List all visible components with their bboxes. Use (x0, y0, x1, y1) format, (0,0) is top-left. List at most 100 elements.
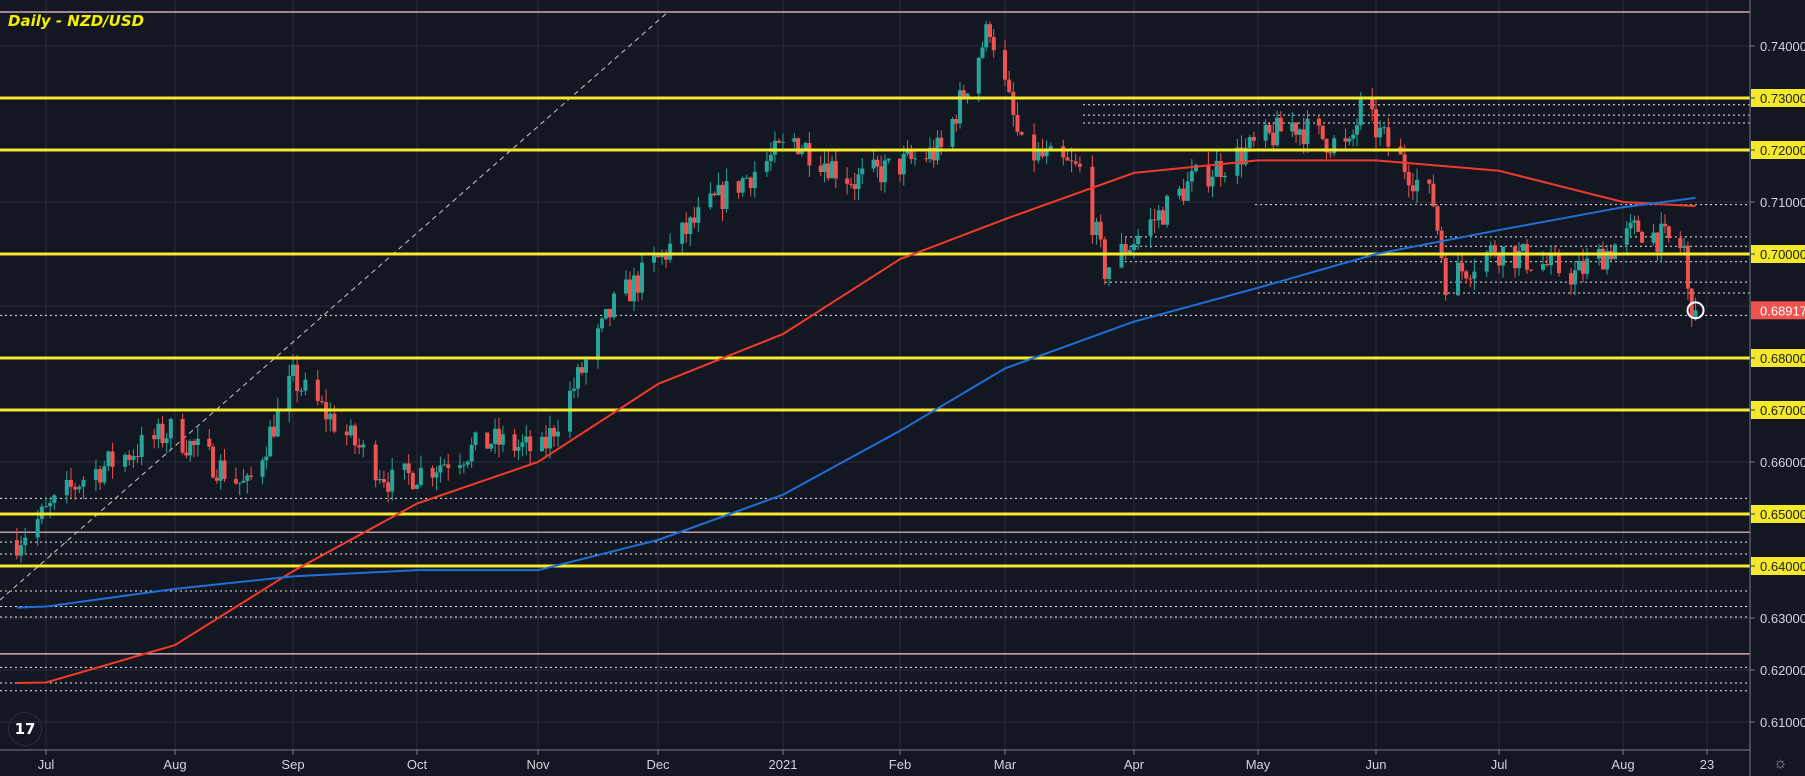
candle-body (1427, 179, 1432, 184)
candle-body (500, 434, 505, 445)
candle-body (886, 158, 891, 161)
candle (361, 439, 366, 458)
candle-body (879, 166, 884, 183)
candle-body (135, 456, 140, 458)
candle (434, 466, 439, 491)
tradingview-logo-icon[interactable]: 17 (8, 712, 42, 746)
candle-body (520, 442, 525, 447)
candle-body (77, 486, 82, 490)
candle (1468, 274, 1473, 288)
candle-body (1443, 258, 1448, 296)
candle (152, 428, 157, 449)
candle (1354, 118, 1359, 147)
candle (1549, 245, 1553, 275)
candle (909, 144, 914, 164)
candle-body (260, 460, 265, 477)
candle-body (1549, 253, 1553, 266)
candle (1464, 269, 1469, 284)
candle-body (740, 178, 745, 193)
price-tick-label: 0.61000 (1760, 715, 1805, 730)
candle (418, 455, 423, 488)
candle (524, 425, 529, 456)
candle (1636, 215, 1641, 233)
candle (1316, 115, 1321, 135)
candle-body (1061, 146, 1066, 158)
candle (168, 417, 173, 449)
candle (410, 471, 415, 490)
candle-body (1275, 117, 1280, 146)
candle-body (524, 436, 529, 443)
candle-body (1247, 137, 1252, 148)
candle-body (1492, 245, 1497, 255)
candle (381, 470, 386, 488)
candle (724, 168, 729, 213)
candle (106, 450, 111, 471)
candle-body (381, 479, 386, 483)
candle-body (1382, 127, 1387, 129)
candle (822, 151, 827, 183)
candle-body (1468, 278, 1473, 280)
candle-body (1251, 137, 1256, 141)
candle-body (315, 379, 320, 402)
candle-body (716, 184, 721, 196)
candle-body (1206, 164, 1211, 187)
candle-body (516, 446, 521, 451)
candle-body (528, 436, 533, 452)
candle-body (628, 279, 632, 302)
candle (950, 116, 955, 150)
candle (287, 364, 292, 423)
candle-body (1032, 134, 1037, 161)
candle (241, 468, 246, 483)
candle-body (402, 463, 407, 470)
candle (52, 493, 57, 510)
candle-body (736, 181, 741, 193)
candle-body (680, 222, 685, 244)
candle-body (1301, 129, 1306, 145)
candle (1222, 172, 1227, 183)
candle (1628, 214, 1633, 238)
settings-gear-icon[interactable]: ☼ (1773, 755, 1788, 772)
candle (652, 246, 656, 273)
candle-body (1218, 160, 1223, 178)
time-tick-label: Jun (1366, 757, 1387, 772)
candle (1456, 252, 1460, 296)
candle (556, 419, 560, 447)
candle (688, 216, 693, 246)
candle-body (1573, 270, 1577, 285)
candle (856, 167, 861, 201)
time-tick-label: Dec (646, 757, 670, 772)
candle (1189, 159, 1194, 192)
candle (1443, 252, 1448, 301)
candle-body (1148, 219, 1153, 236)
candle-body (1386, 127, 1391, 147)
price-label-badge (1751, 557, 1805, 575)
candle-body (624, 279, 628, 294)
candle (632, 267, 636, 312)
candle (848, 177, 853, 189)
candle (390, 458, 395, 501)
candle (584, 356, 588, 385)
price-tick-label: 0.65000 (1760, 507, 1805, 522)
candle (886, 158, 891, 164)
candle-body (373, 444, 378, 481)
candle (1513, 245, 1517, 278)
candle (572, 377, 576, 399)
candle (576, 363, 580, 398)
candle-body (207, 438, 212, 447)
candle-body (1065, 157, 1070, 161)
candle (1165, 194, 1170, 228)
candle-body (457, 465, 462, 468)
candle (127, 450, 132, 466)
candle (988, 21, 992, 43)
candle (1651, 223, 1656, 246)
candle (1332, 135, 1337, 157)
candle (1011, 82, 1016, 127)
candle-body (271, 426, 276, 437)
candle (1605, 244, 1609, 275)
candle (1472, 259, 1477, 291)
candle (1090, 155, 1095, 244)
price-tick-label: 0.70000 (1760, 247, 1805, 262)
candle-body (931, 147, 936, 161)
candle (164, 433, 169, 454)
